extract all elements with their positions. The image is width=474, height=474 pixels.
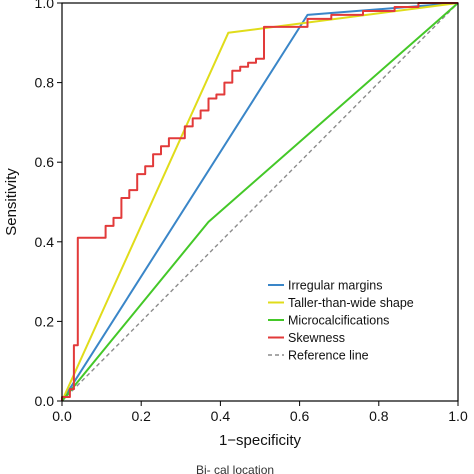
footer-caption: Bi- cal location xyxy=(196,463,274,474)
y-tick-label: 0.2 xyxy=(35,313,55,329)
x-tick-label: 0.4 xyxy=(211,408,231,424)
x-tick-label: 0.2 xyxy=(131,408,151,424)
series-line-2 xyxy=(61,2,459,402)
x-axis-label: 1−specificity xyxy=(219,432,302,449)
legend-label: Microcalcifications xyxy=(288,314,389,328)
x-tick-label: 0.8 xyxy=(369,408,389,424)
x-tick-label: 0.0 xyxy=(52,408,72,424)
series-line-3 xyxy=(61,2,458,401)
axis-ticks: 0.0 0.2 0.4 0.6 0.8 1.0 0.0 0.2 0.4 0.6 0.8 1.0 xyxy=(35,0,468,424)
y-tick-label: 0.0 xyxy=(35,393,55,409)
y-tick-label: 0.8 xyxy=(35,75,55,91)
legend-label: Taller-than-wide shape xyxy=(288,296,414,310)
y-tick-label: 1.0 xyxy=(35,0,55,11)
legend-label: Reference line xyxy=(288,349,369,363)
legend: Irregular margins Taller-than-wide shape M… xyxy=(268,279,414,363)
series-line-4 xyxy=(61,2,459,402)
x-tick-label: 1.0 xyxy=(448,408,468,424)
y-tick-label: 0.4 xyxy=(35,234,55,250)
plot-frame xyxy=(61,2,459,402)
y-axis-label: Sensitivity xyxy=(3,168,20,236)
series-line-1 xyxy=(61,2,459,402)
x-tick-label: 0.6 xyxy=(290,408,310,424)
legend-label: Skewness xyxy=(288,331,345,345)
legend-label: Irregular margins xyxy=(288,279,382,293)
y-tick-label: 0.6 xyxy=(35,154,55,170)
series-layer xyxy=(61,2,459,402)
